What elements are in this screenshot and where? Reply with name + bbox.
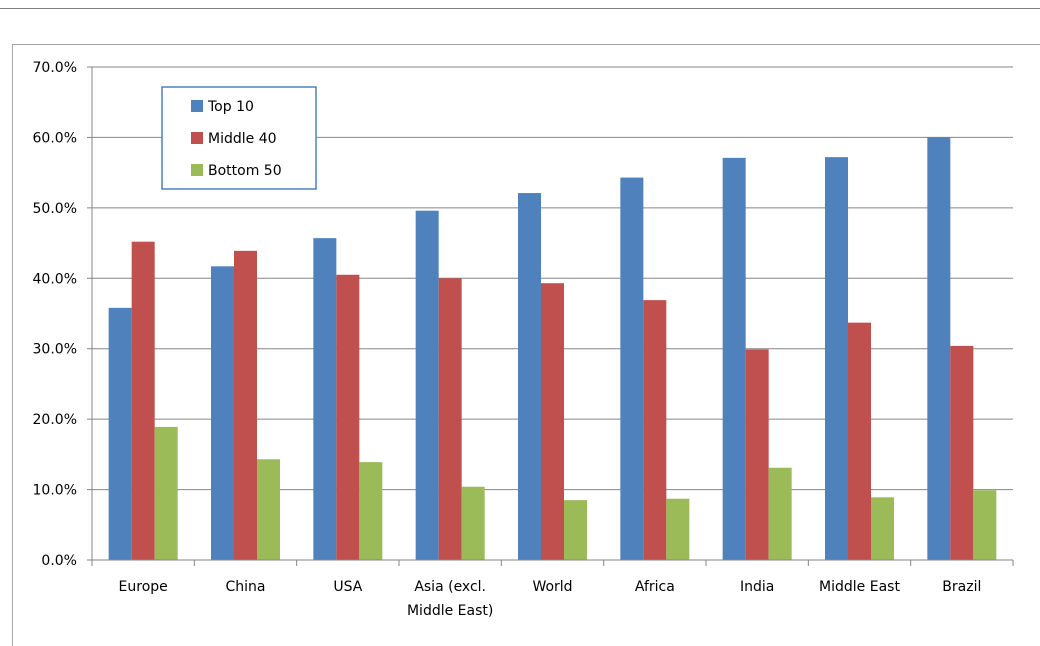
y-tick-label: 70.0% [33, 60, 77, 76]
bar [257, 459, 280, 560]
y-tick-label: 50.0% [33, 201, 77, 217]
bar [950, 345, 974, 560]
x-tick-label: USA [333, 579, 362, 595]
y-tick-label: 60.0% [33, 130, 77, 146]
x-tick-label: Middle East [819, 579, 900, 595]
bar [745, 349, 769, 560]
bar [722, 157, 746, 561]
bar [336, 274, 360, 560]
legend-box [161, 86, 317, 190]
bar [359, 462, 383, 560]
y-tick-label: 20.0% [33, 412, 77, 428]
bar [438, 278, 462, 560]
x-tick-label: Africa [635, 579, 675, 595]
bar [871, 497, 894, 560]
bar [518, 193, 541, 560]
bar [848, 322, 871, 560]
legend-label: Middle 40 [208, 131, 277, 147]
x-tick-label: Middle East) [407, 603, 493, 619]
legend-swatch [191, 132, 203, 144]
legend-swatch [191, 164, 203, 176]
bar [461, 486, 485, 560]
bar [234, 250, 257, 560]
x-tick-label: Brazil [942, 579, 981, 595]
y-tick-label: 10.0% [33, 483, 77, 499]
chart-frame-left [12, 44, 13, 646]
bar [541, 283, 564, 560]
legend-label: Top 10 [207, 99, 254, 115]
bar [973, 490, 997, 560]
x-tick-label: India [740, 579, 774, 595]
bar [927, 137, 951, 560]
top-rule [0, 8, 1040, 9]
x-tick-label: Asia (excl. [414, 579, 486, 595]
bar [643, 300, 667, 560]
y-tick-label: 30.0% [33, 342, 77, 358]
bar [666, 498, 690, 560]
bar [131, 241, 155, 561]
bar [154, 426, 178, 560]
x-tick-label: Europe [119, 579, 168, 595]
bar [620, 177, 644, 560]
bar [768, 467, 792, 560]
bar [825, 157, 848, 561]
chart-frame-top [12, 44, 1040, 45]
y-tick-label: 40.0% [33, 271, 77, 287]
legend-label: Bottom 50 [208, 163, 282, 179]
legend-swatch [191, 100, 203, 112]
bar [415, 210, 439, 560]
bar [564, 500, 587, 560]
x-tick-label: World [532, 579, 572, 595]
bar [313, 238, 337, 561]
bar [108, 307, 132, 560]
x-tick-label: China [226, 579, 266, 595]
y-tick-label: 0.0% [41, 553, 77, 569]
bar [211, 266, 234, 560]
